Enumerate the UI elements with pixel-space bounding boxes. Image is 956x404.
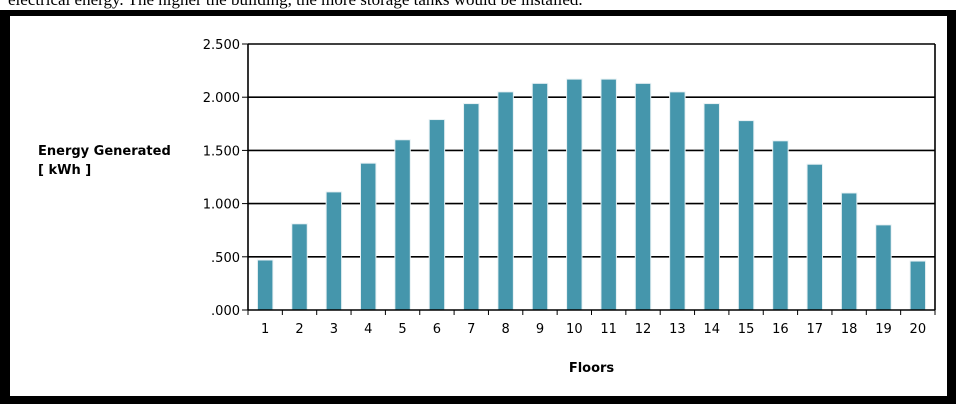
chart-frame: Energy Generated [ kWh ] .000 .500 1.000 1.… (0, 10, 956, 404)
x-tick-label: 16 (772, 322, 789, 337)
x-tick-label: 1 (261, 322, 269, 337)
x-tick-label: 15 (738, 322, 755, 337)
x-tick-label: 17 (807, 322, 824, 337)
y-axis-title-text: Energy Generated (38, 144, 171, 159)
x-tick-label: 19 (875, 322, 892, 337)
bar (463, 103, 480, 311)
bar (566, 78, 583, 311)
y-tick-label: 1.500 (203, 144, 240, 159)
bar (909, 260, 927, 311)
bars (256, 78, 927, 311)
bar (600, 78, 617, 311)
y-tick-label: 1.000 (203, 198, 240, 213)
y-tick-label: .000 (211, 304, 240, 319)
y-axis-title-unit: [ kWh ] (38, 163, 92, 178)
bar (806, 163, 824, 311)
x-tick-label: 11 (600, 322, 617, 337)
bar (875, 224, 892, 311)
x-tick-label: 14 (703, 322, 720, 337)
bar (497, 91, 514, 311)
x-axis-title: Floors (569, 361, 615, 376)
bar (840, 192, 858, 311)
top-caption: electrical energy. The higher the buildi… (8, 0, 948, 10)
y-tick-label: 2.000 (203, 91, 240, 106)
axes (247, 44, 936, 311)
bar (634, 82, 652, 311)
bar (325, 191, 343, 311)
y-ticks: .000 .500 1.000 1.500 2.000 2.500 (203, 38, 248, 319)
y-tick-label: 2.500 (203, 38, 240, 53)
bar (359, 162, 377, 311)
x-tick-label: 8 (501, 322, 509, 337)
y-axis-title: Energy Generated [ kWh ] (38, 142, 198, 180)
x-tick-label: 9 (536, 322, 544, 337)
bar (703, 103, 720, 311)
bar (737, 120, 755, 311)
x-tick-label: 7 (467, 322, 475, 337)
x-tick-label: 5 (398, 322, 406, 337)
x-tick-label: 10 (566, 322, 583, 337)
y-tick-label: .500 (211, 251, 240, 266)
grid-lines (248, 43, 935, 258)
chart-panel: Energy Generated [ kWh ] .000 .500 1.000 1.… (10, 16, 947, 396)
bar (256, 259, 274, 311)
x-tick-label: 13 (669, 322, 686, 337)
x-tick-label: 6 (433, 322, 441, 337)
x-tick-label: 3 (330, 322, 338, 337)
bar (669, 91, 686, 311)
x-tick-label: 12 (635, 322, 652, 337)
x-tick-label: 18 (841, 322, 858, 337)
x-ticks: 1 2 3 4 5 6 7 8 9 10 11 12 13 14 15 16 17 18 19 20 (247, 310, 936, 337)
bar (291, 223, 308, 311)
x-tick-label: 20 (910, 322, 927, 337)
x-tick-label: 4 (364, 322, 372, 337)
x-tick-label: 2 (295, 322, 303, 337)
bar (428, 119, 446, 311)
bar (772, 140, 789, 311)
bar (531, 82, 549, 311)
bar (394, 139, 411, 311)
